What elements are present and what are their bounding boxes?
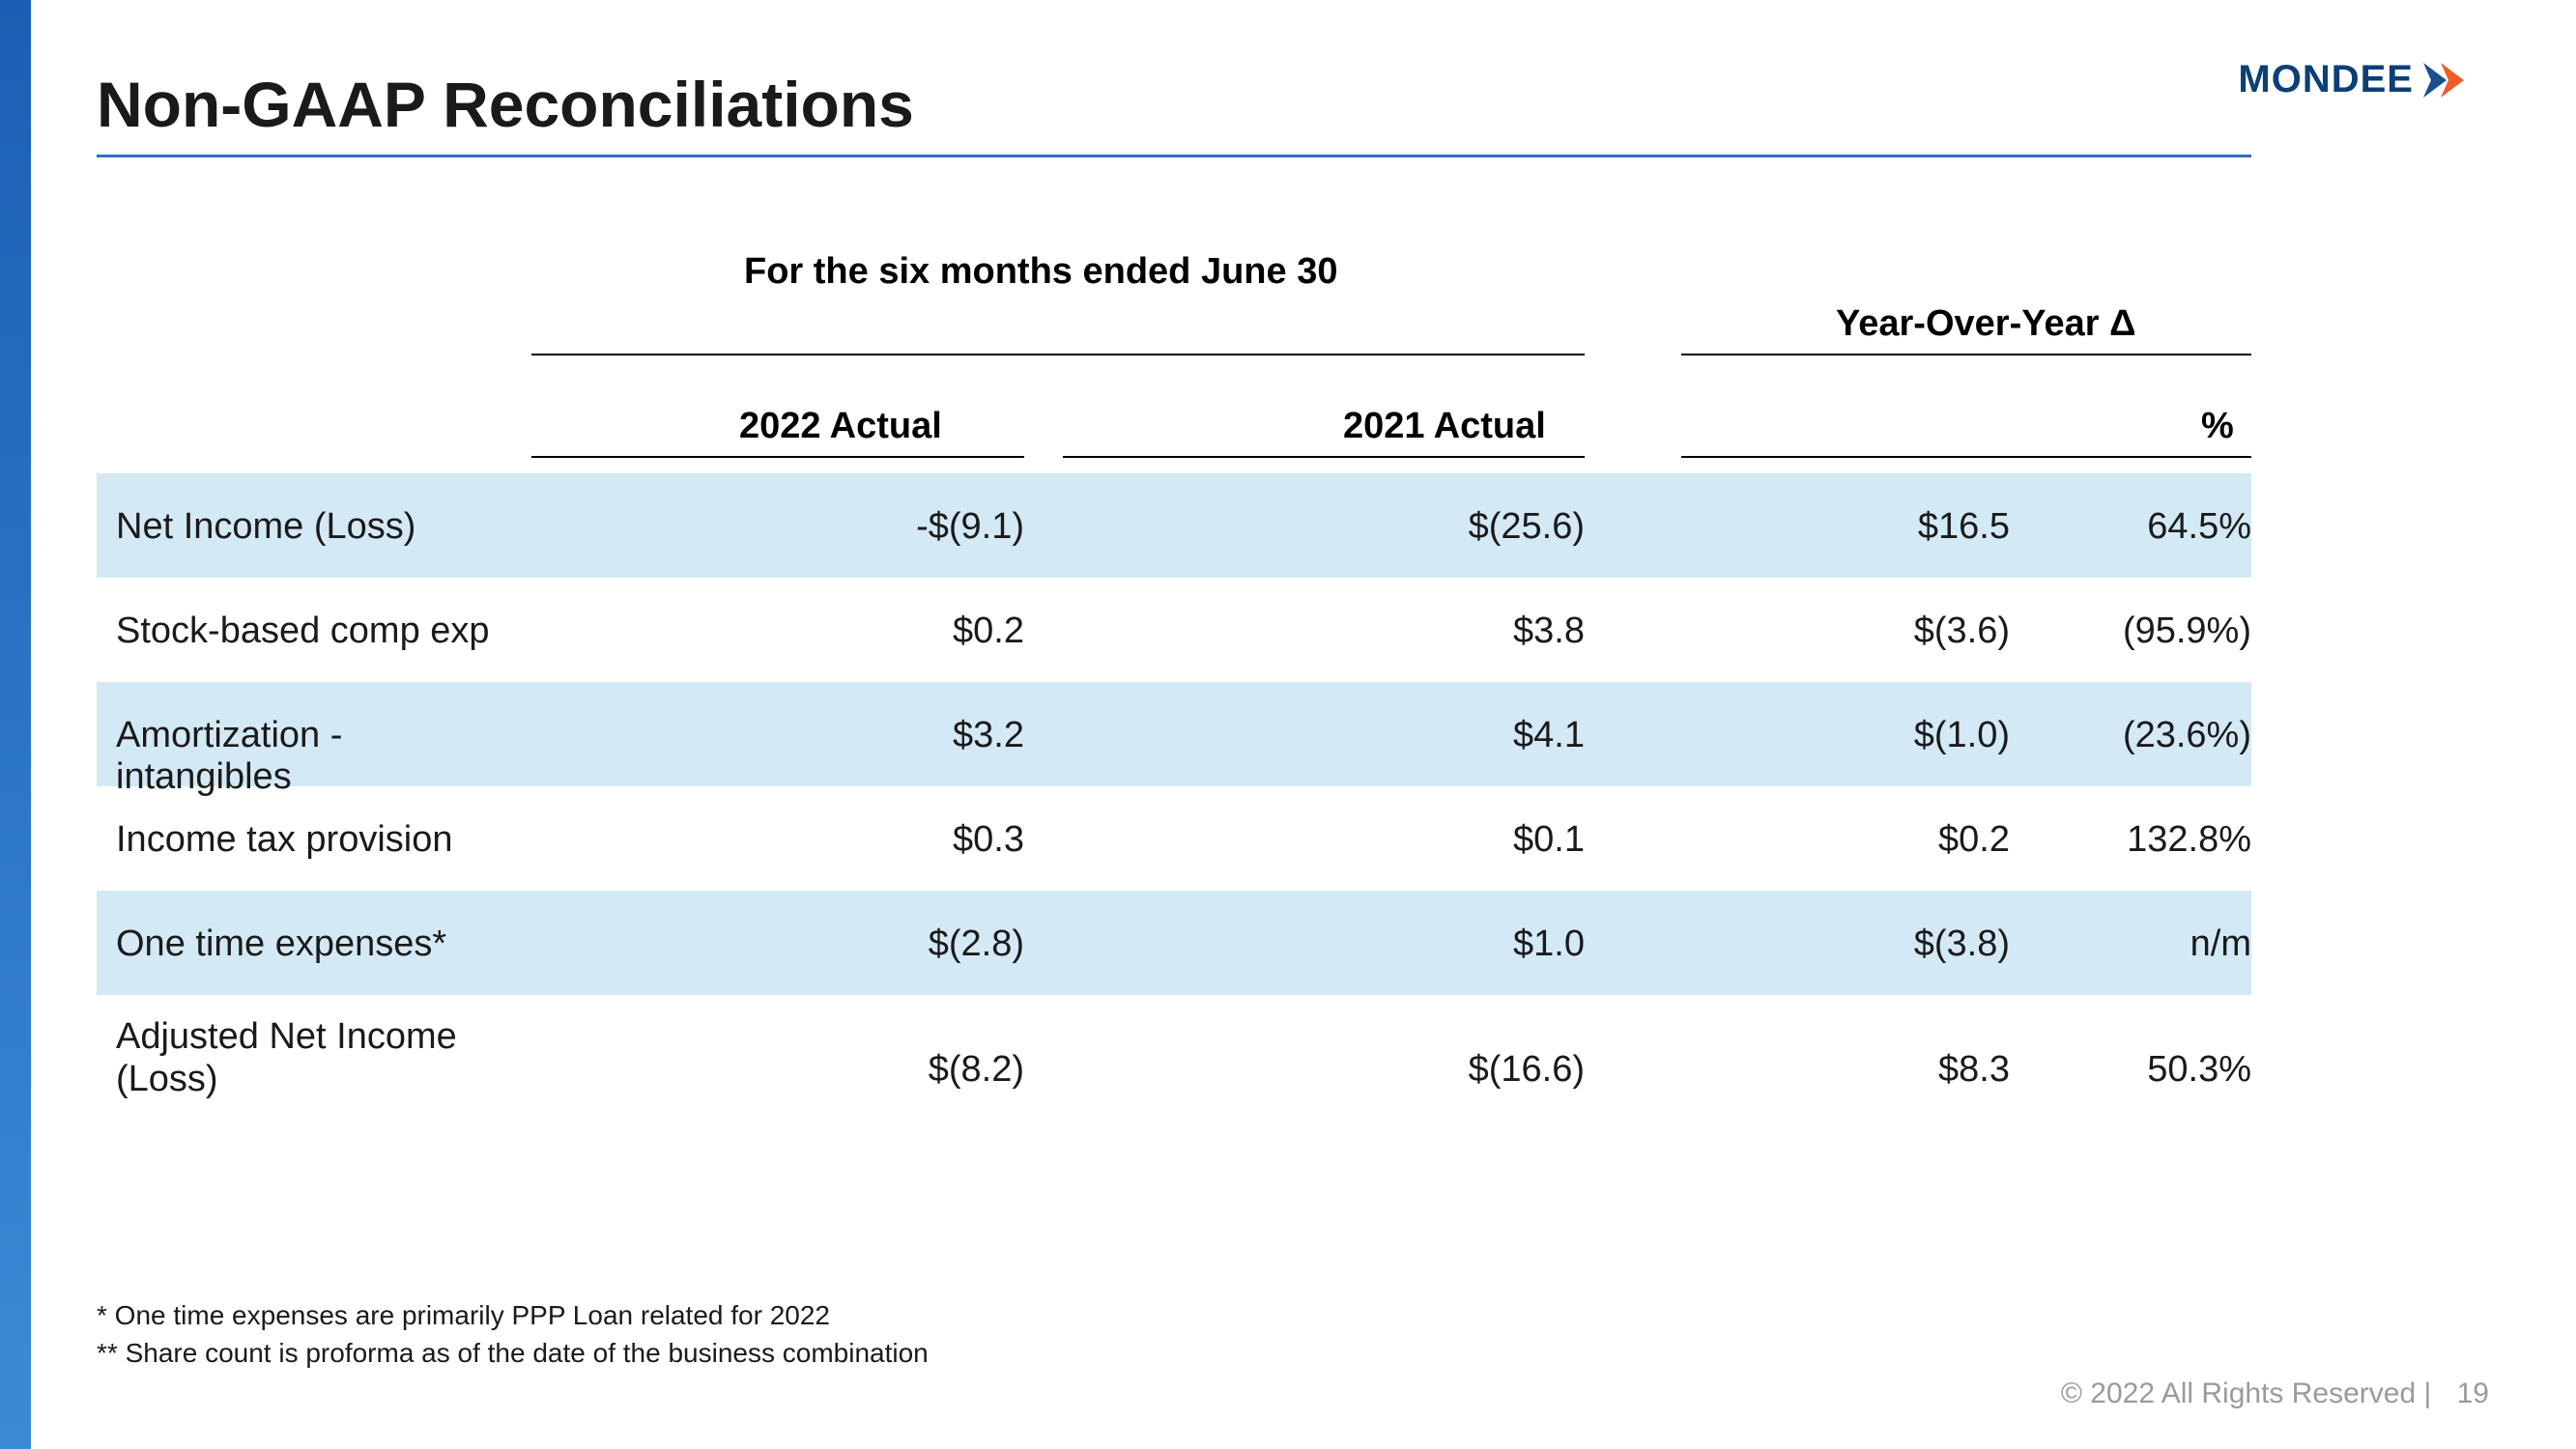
row-2021: $(16.6)	[1063, 1049, 1585, 1091]
row-pct: (23.6%)	[2029, 715, 2251, 756]
row-delta: $8.3	[1681, 1049, 2010, 1091]
header-period: For the six months ended June 30	[744, 251, 1337, 293]
row-2022: $0.3	[531, 819, 1024, 861]
brand-name: MONDEE	[2238, 58, 2414, 101]
header-col-2021: 2021 Actual	[1343, 406, 1546, 447]
row-delta: $16.5	[1681, 506, 2010, 548]
row-pct: n/m	[2029, 923, 2251, 965]
row-2021: $1.0	[1063, 923, 1585, 965]
rule-period	[531, 354, 1585, 355]
header-yoy: Year-Over-Year Δ	[1836, 303, 2135, 345]
row-2021: $0.1	[1063, 819, 1585, 861]
row-label: Income tax provision	[116, 819, 522, 861]
row-2021: $4.1	[1063, 715, 1585, 756]
page-title: Non-GAAP Reconciliations	[97, 68, 914, 141]
row-2022: $0.2	[531, 611, 1024, 652]
table-row: Stock-based comp exp$0.2 $3.8 $(3.6) (95.9%…	[97, 578, 2251, 682]
rule-col-pct	[1681, 456, 2251, 458]
row-2021: $(25.6)	[1063, 506, 1585, 548]
row-pct: 132.8%	[2029, 819, 2251, 861]
page-number: 19	[2457, 1378, 2489, 1409]
side-accent-bar	[0, 0, 31, 1449]
header-col-pct: %	[2201, 406, 2234, 447]
row-delta: $(3.6)	[1681, 611, 2010, 652]
rule-yoy	[1681, 354, 2251, 355]
row-label: One time expenses*	[116, 923, 522, 965]
footnotes: * One time expenses are primarily PPP Lo…	[97, 1296, 929, 1372]
row-pct: 50.3%	[2029, 1049, 2251, 1091]
brand-arrow-icon	[2421, 59, 2470, 101]
row-label: Stock-based comp exp	[116, 611, 522, 652]
copyright: © 2022 All Rights Reserved |	[2061, 1378, 2431, 1409]
row-2021: $3.8	[1063, 611, 1585, 652]
row-pct: (95.9%)	[2029, 611, 2251, 652]
row-2022: $3.2	[531, 715, 1024, 756]
title-underline	[97, 155, 2251, 157]
row-delta: $(1.0)	[1681, 715, 2010, 756]
table-row: One time expenses*$(2.8) $1.0 $(3.8) n/m	[97, 891, 2251, 995]
table-body: Net Income (Loss)-$(9.1) $(25.6) $16.5 64.5…	[97, 473, 2251, 1119]
rule-col-2022	[531, 456, 1024, 458]
row-delta: $0.2	[1681, 819, 2010, 861]
footnote-line: * One time expenses are primarily PPP Lo…	[97, 1296, 929, 1334]
row-delta: $(3.8)	[1681, 923, 2010, 965]
table-row: Adjusted Net Income (Loss)$(8.2) $(16.6) $…	[97, 995, 2251, 1119]
footnote-line: ** Share count is proforma as of the dat…	[97, 1334, 929, 1372]
table-row: Net Income (Loss)-$(9.1) $(25.6) $16.5 64.5…	[97, 473, 2251, 578]
row-label: Adjusted Net Income (Loss)	[116, 1016, 522, 1100]
row-2022: $(8.2)	[531, 1049, 1024, 1091]
brand-logo: MONDEE	[2238, 58, 2470, 101]
slide: Non-GAAP Reconciliations MONDEE For the …	[0, 0, 2576, 1449]
footer: © 2022 All Rights Reserved | 19	[2061, 1378, 2489, 1410]
row-2022: -$(9.1)	[531, 506, 1024, 548]
row-pct: 64.5%	[2029, 506, 2251, 548]
row-label: Net Income (Loss)	[116, 506, 522, 548]
row-2022: $(2.8)	[531, 923, 1024, 965]
table-row: Amortization - intangibles$3.2$4.1$(1.0)…	[97, 682, 2251, 786]
table-row: Income tax provision$0.3 $0.1 $0.2 132.8%	[97, 786, 2251, 891]
rule-col-2021	[1063, 456, 1585, 458]
header-col-2022: 2022 Actual	[739, 406, 942, 447]
